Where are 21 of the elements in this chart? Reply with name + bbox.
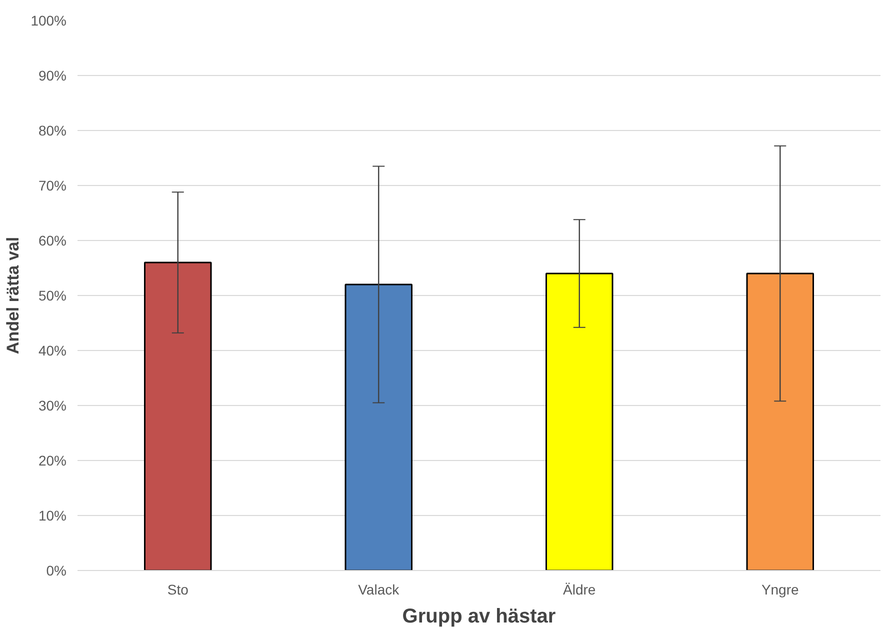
bar: [144, 262, 212, 570]
x-tick-label: Äldre: [563, 582, 596, 598]
y-tick-label: 90%: [38, 68, 67, 84]
y-tick-label: 30%: [38, 398, 67, 414]
y-tick-label: 100%: [30, 12, 67, 28]
y-tick-label: 40%: [38, 342, 67, 358]
x-axis-title: Grupp av hästar: [402, 606, 556, 628]
y-tick-label: 50%: [38, 288, 67, 304]
y-axis-title: Andel rätta val: [4, 236, 23, 354]
x-tick-label: Sto: [167, 582, 189, 598]
y-tick-label: 0%: [46, 562, 66, 578]
bar: [746, 272, 814, 570]
y-tick-label: 60%: [38, 232, 67, 248]
x-tick-label: Valack: [358, 582, 400, 598]
y-tick-label: 80%: [38, 122, 67, 138]
y-tick-label: 20%: [38, 452, 67, 468]
y-tick-label: 70%: [38, 178, 67, 194]
bar: [344, 284, 412, 570]
x-tick-label: Yngre: [761, 582, 800, 598]
y-tick-label: 10%: [38, 508, 67, 524]
bar: [546, 272, 614, 570]
